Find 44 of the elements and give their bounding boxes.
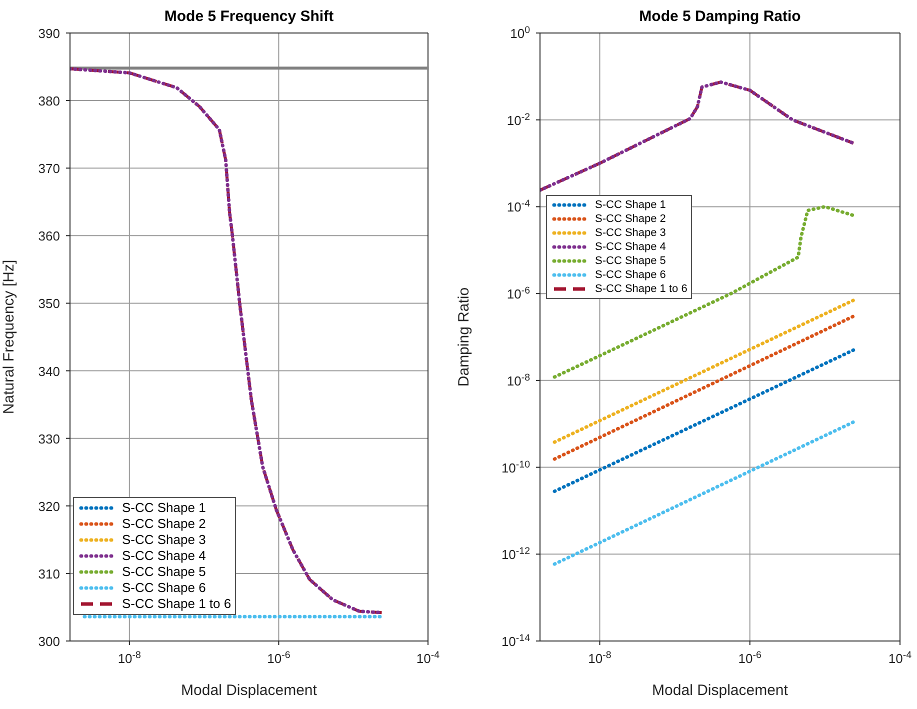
legend-label: S-CC Shape 2 xyxy=(595,212,666,226)
legend-label: S-CC Shape 1 xyxy=(595,198,666,212)
y-axis-title: Natural Frequency [Hz] xyxy=(0,260,18,414)
y-tick-label: 360 xyxy=(38,228,60,244)
y-tick-label: 330 xyxy=(38,431,60,446)
x-tick-label: 10$^{-6}$ xyxy=(267,650,290,666)
legend-label: S-CC Shape 4 xyxy=(122,548,206,564)
y-axis-title: Damping Ratio xyxy=(455,287,472,387)
y-tick-label: 10$^{-14}$ xyxy=(501,632,531,649)
legend-label: S-CC Shape 1 to 6 xyxy=(595,282,688,296)
legend-label: S-CC Shape 6 xyxy=(122,580,206,596)
y-tick-label: 350 xyxy=(38,296,60,312)
y-tick-label: 10$^{-4}$ xyxy=(506,198,531,215)
y-tick-label: 310 xyxy=(38,566,60,582)
legend-label: S-CC Shape 1 to 6 xyxy=(122,596,232,612)
y-tick-label: 10$^{-8}$ xyxy=(506,372,530,388)
legend-label: S-CC Shape 5 xyxy=(122,564,206,580)
y-tick-label: 320 xyxy=(38,498,60,514)
x-tick-label: 10$^{-6}$ xyxy=(738,650,762,666)
x-tick-label: 10$^{-8}$ xyxy=(118,650,141,666)
y-tick-label: 10$^{-12}$ xyxy=(501,546,530,562)
chart-title: Mode 5 Damping Ratio xyxy=(638,8,802,25)
y-tick-label: 300 xyxy=(38,634,60,649)
y-tick-label: 10$^{-2}$ xyxy=(506,111,530,128)
x-tick-label: 10$^{-4}$ xyxy=(416,650,440,666)
y-tick-label: 380 xyxy=(38,94,60,109)
x-tick-label: 10$^{-4}$ xyxy=(888,650,912,666)
y-tick-label: 340 xyxy=(38,364,60,379)
y-tick-label: 10$^{0}$ xyxy=(510,24,531,41)
legend-label: S-CC Shape 5 xyxy=(595,254,666,268)
y-tick-label: 370 xyxy=(38,161,60,176)
legend-label: S-CC Shape 6 xyxy=(595,268,666,282)
legend-label: S-CC Shape 2 xyxy=(122,516,206,532)
x-axis-title: Modal Displacement xyxy=(181,682,318,699)
y-tick-label: 10$^{-10}$ xyxy=(501,458,531,476)
legend-label: S-CC Shape 1 xyxy=(122,500,206,516)
x-axis-title: Modal Displacement xyxy=(652,682,789,699)
legend-label: S-CC Shape 3 xyxy=(122,532,206,548)
y-tick-label: 390 xyxy=(38,26,60,41)
chart-title: Mode 5 Frequency Shift xyxy=(163,8,335,25)
legend-label: S-CC Shape 4 xyxy=(595,240,666,254)
y-tick-label: 10$^{-6}$ xyxy=(506,285,530,302)
x-tick-label: 10$^{-8}$ xyxy=(588,650,612,666)
legend-label: S-CC Shape 3 xyxy=(595,226,666,240)
